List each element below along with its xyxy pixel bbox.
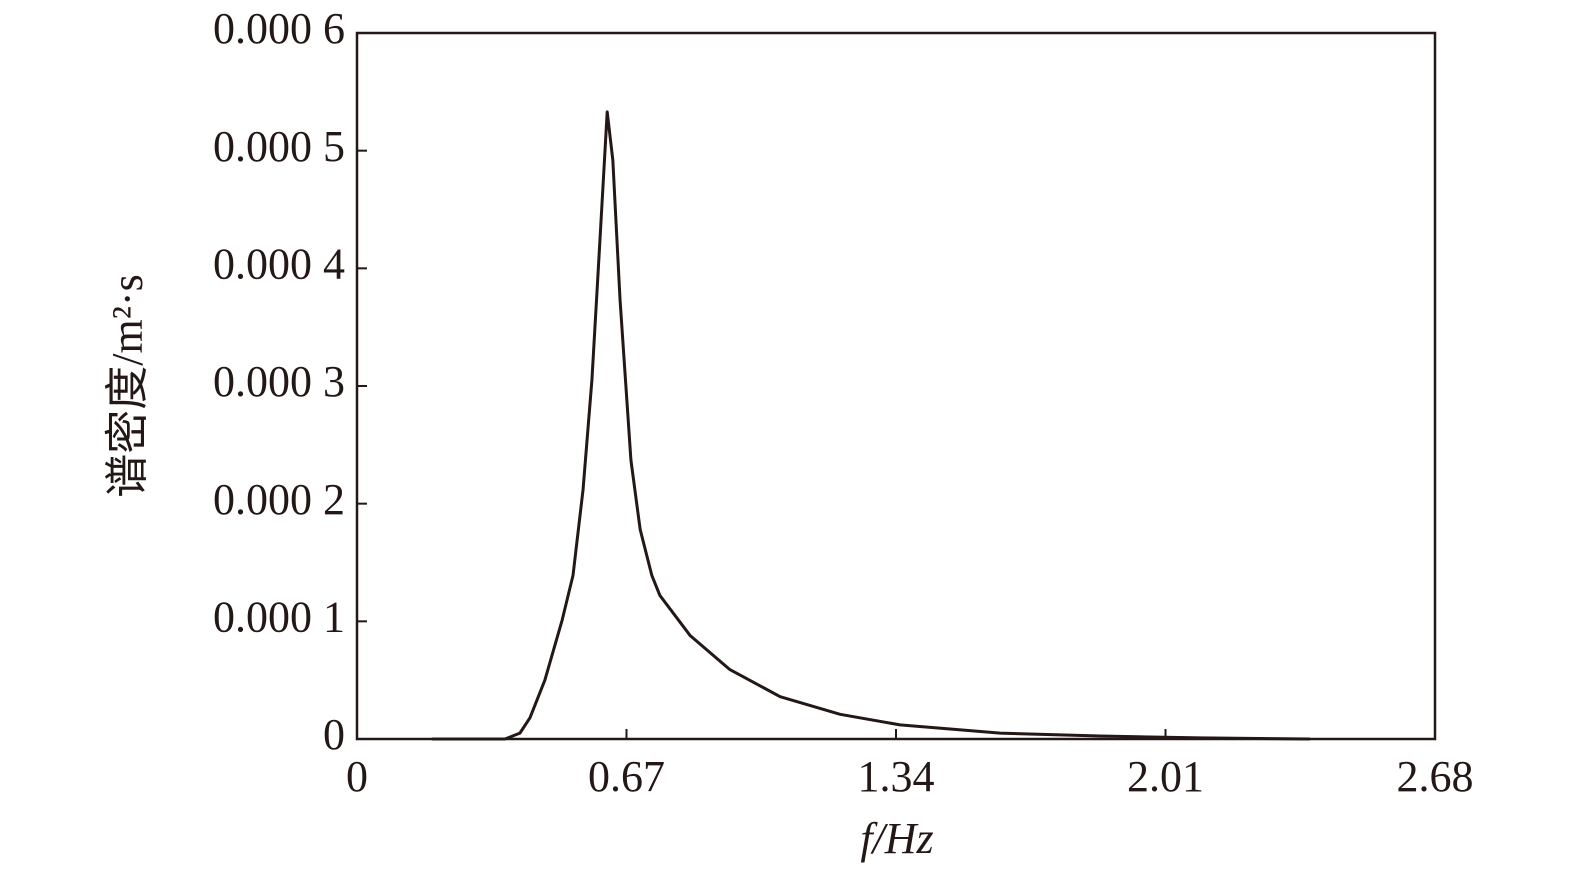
x-tick-label: 0.67 <box>588 752 665 801</box>
y-tick-label: 0 <box>323 710 345 759</box>
plot-frame <box>355 31 1437 741</box>
x-tick-label: 1.34 <box>858 752 935 801</box>
y-tick-label: 0.000 2 <box>213 475 345 524</box>
data-line <box>431 110 1310 741</box>
x-axis-label: f/Hz <box>860 814 933 863</box>
y-axis-label: 谱密度/m²·s <box>103 274 152 497</box>
y-tick-label: 0.000 5 <box>213 122 345 171</box>
y-tick-label: 0.000 1 <box>213 592 345 641</box>
x-tick-label: 2.01 <box>1127 752 1204 801</box>
y-tick-label: 0.000 6 <box>213 4 345 53</box>
x-tick-label: 2.68 <box>1397 752 1474 801</box>
y-tick-label: 0.000 4 <box>213 239 345 288</box>
x-tick-label: 0 <box>346 752 368 801</box>
y-tick-label: 0.000 3 <box>213 357 345 406</box>
